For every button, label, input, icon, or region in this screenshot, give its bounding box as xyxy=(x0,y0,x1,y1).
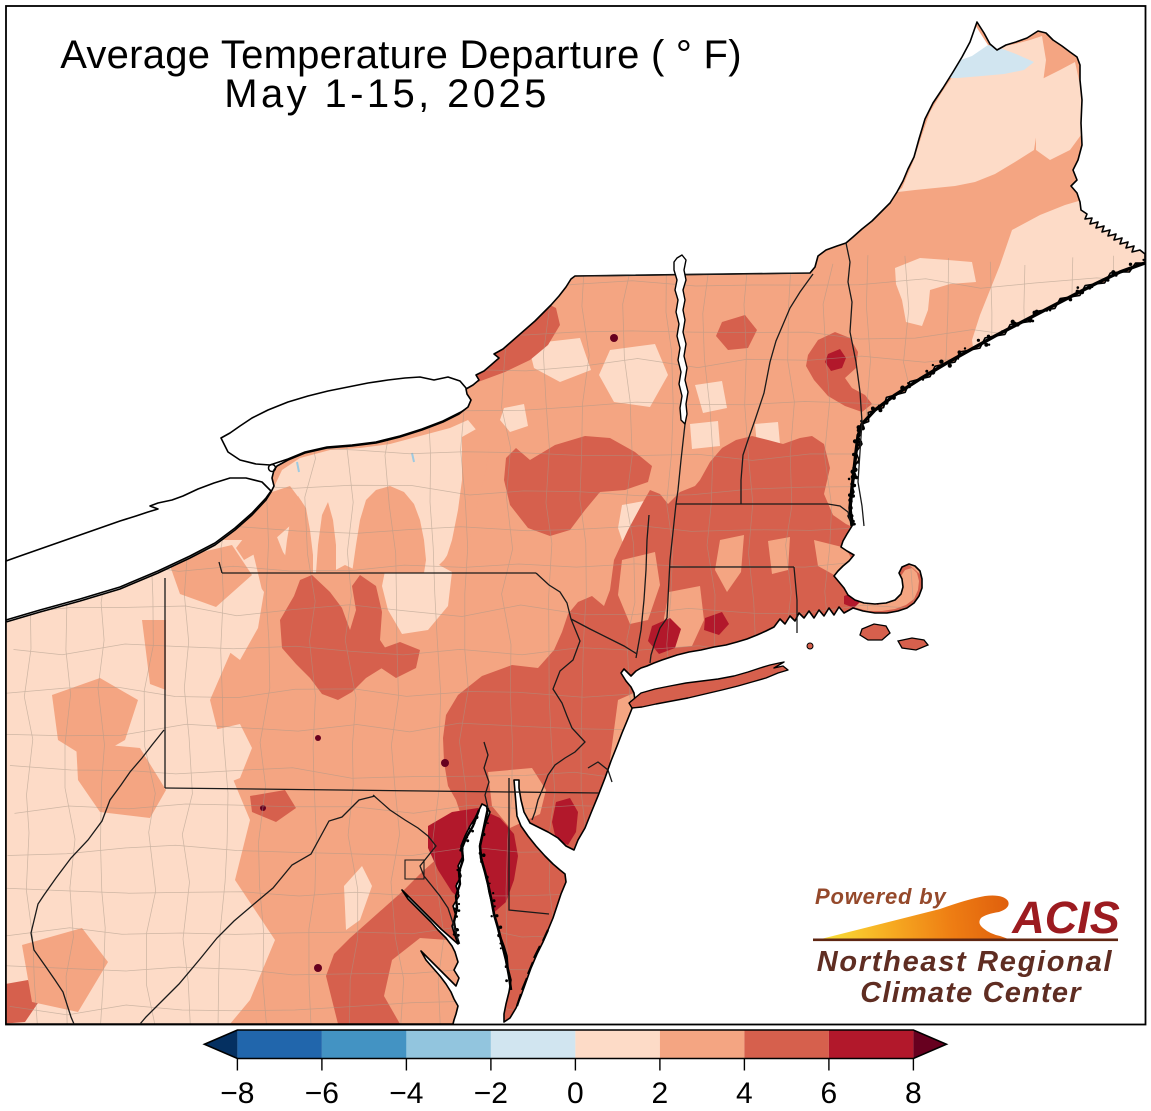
svg-text:Average Temperature Departure: Average Temperature Departure ( ° F) xyxy=(60,33,742,77)
svg-text:0: 0 xyxy=(567,1077,584,1110)
svg-text:Climate Center: Climate Center xyxy=(860,977,1082,1009)
svg-text:6: 6 xyxy=(821,1077,838,1110)
svg-text:May 1-15, 2025: May 1-15, 2025 xyxy=(224,72,550,116)
svg-text:−8: −8 xyxy=(220,1077,254,1110)
svg-text:ACIS: ACIS xyxy=(1011,892,1120,943)
svg-text:Powered by: Powered by xyxy=(815,884,947,909)
svg-text:2: 2 xyxy=(652,1077,669,1110)
svg-text:8: 8 xyxy=(905,1077,922,1110)
svg-text:−6: −6 xyxy=(305,1077,339,1110)
svg-text:4: 4 xyxy=(736,1077,753,1110)
svg-text:−2: −2 xyxy=(474,1077,508,1110)
svg-text:Northeast Regional: Northeast Regional xyxy=(817,946,1113,978)
svg-text:−4: −4 xyxy=(389,1077,423,1110)
